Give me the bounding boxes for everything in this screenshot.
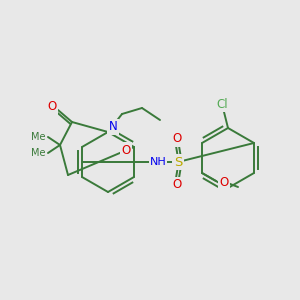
- Text: O: O: [172, 133, 182, 146]
- Text: Me: Me: [31, 148, 45, 158]
- Text: Cl: Cl: [216, 98, 228, 110]
- Text: O: O: [219, 176, 229, 190]
- Text: S: S: [174, 155, 182, 169]
- Text: Me: Me: [31, 132, 45, 142]
- Text: N: N: [109, 121, 117, 134]
- Text: O: O: [47, 100, 57, 113]
- Text: O: O: [122, 143, 130, 157]
- Text: NH: NH: [150, 157, 166, 167]
- Text: O: O: [172, 178, 182, 191]
